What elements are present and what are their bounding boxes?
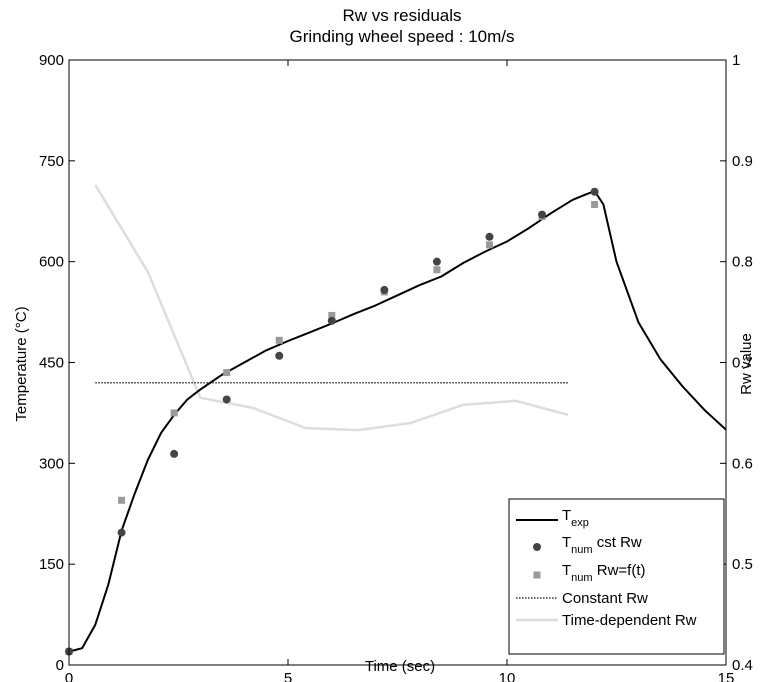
- legend-label: Texp: [562, 507, 589, 529]
- data-point-square: [275, 336, 283, 344]
- data-point-square: [433, 266, 441, 274]
- legend-swatch-circle: [533, 543, 541, 551]
- y-tick-label: 150: [39, 556, 64, 573]
- series-line-4: [94, 184, 569, 432]
- legend-swatch-square: [533, 571, 541, 579]
- series-line-0: [68, 190, 727, 653]
- y-tick-label: 450: [39, 355, 64, 372]
- chart-subtitle: Grinding wheel speed : 10m/s: [290, 27, 515, 46]
- data-point-circle: [222, 395, 231, 404]
- data-point-square: [328, 311, 336, 319]
- data-point-circle: [117, 528, 126, 537]
- data-point-square: [223, 369, 231, 377]
- data-point-square: [118, 496, 126, 504]
- legend-label: Tnum Rw=f(t): [562, 562, 646, 584]
- legend-label: Tnum cst Rw: [562, 534, 642, 556]
- legend: Texp Tnum cst Rw Tnum Rw=f(t) Constant Rw Ti…: [508, 498, 725, 655]
- y-tick-label: 0: [56, 657, 64, 674]
- y2-tick-label: 0.5: [732, 556, 753, 573]
- data-point-circle: [170, 449, 179, 458]
- data-point-circle: [538, 210, 547, 219]
- x-tick-label: 15: [718, 670, 735, 682]
- y2-tick-label: 0.9: [732, 153, 753, 170]
- data-point-square: [485, 241, 493, 249]
- y2-tick-label: 0.7: [732, 355, 753, 372]
- legend-label: Constant Rw: [562, 590, 648, 607]
- data-point-circle: [590, 187, 599, 196]
- data-point-circle: [275, 351, 284, 360]
- legend-label: Time-dependent Rw: [562, 612, 697, 629]
- y2-axis-label: Rw value: [738, 333, 755, 395]
- data-point-circle: [327, 316, 336, 325]
- y-axis-label: Temperature (°C): [13, 306, 30, 421]
- y2-tick-label: 1: [732, 52, 740, 69]
- data-point-square: [591, 201, 599, 209]
- legend-box: [508, 498, 725, 655]
- y2-tick-label: 0.8: [732, 254, 753, 271]
- x-tick-label: 5: [284, 670, 292, 682]
- y2-tick-label: 0.6: [732, 455, 753, 472]
- y-tick-label: 750: [39, 153, 64, 170]
- x-tick-label: 0: [65, 670, 73, 682]
- y-tick-label: 300: [39, 455, 64, 472]
- y2-tick-label: 0.4: [732, 657, 753, 674]
- data-point-square: [170, 409, 178, 417]
- x-axis-label: Time (sec): [365, 658, 435, 675]
- data-point-circle: [485, 232, 494, 241]
- chart-title: Rw vs residuals: [342, 6, 461, 25]
- y-tick-label: 900: [39, 52, 64, 69]
- data-point-circle: [380, 285, 389, 294]
- y-tick-label: 600: [39, 254, 64, 271]
- data-point-circle: [432, 257, 441, 266]
- axes: 0 5 10 1501503004506007509000.40.50.60.70.8…: [39, 52, 753, 682]
- x-tick-label: 10: [499, 670, 516, 682]
